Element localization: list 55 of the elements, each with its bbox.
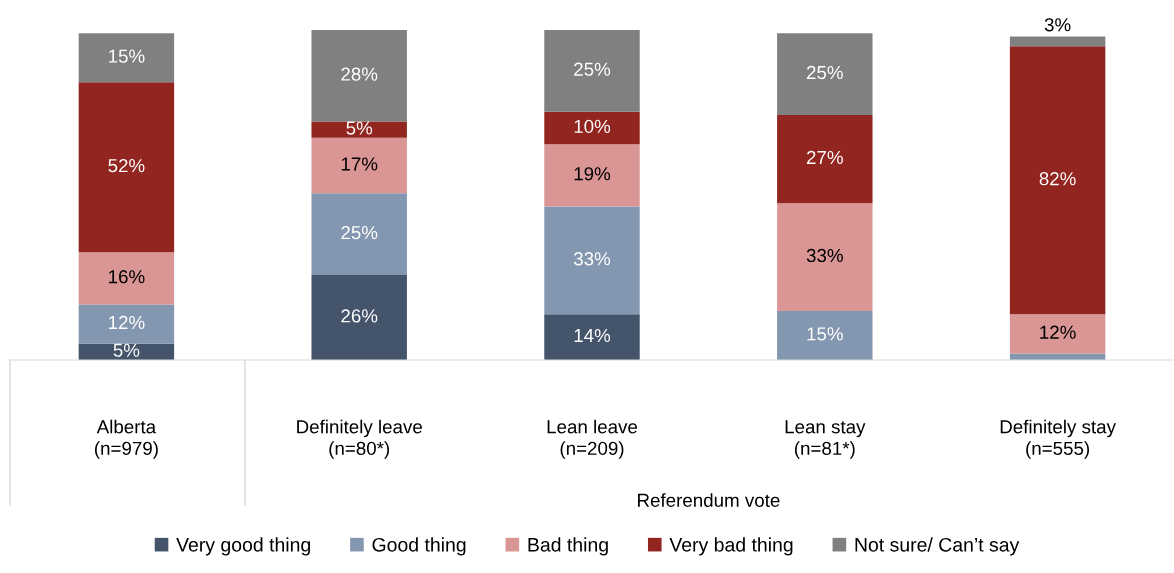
data-label: 12% (109, 315, 145, 330)
data-label: 25% (574, 62, 611, 76)
bar (777, 33, 873, 115)
data-label: 26% (341, 309, 378, 323)
bar (78, 252, 175, 305)
bar (777, 114, 873, 204)
data-label: 28% (341, 67, 378, 81)
legend-label: Good thing (372, 537, 466, 556)
bar (311, 275, 407, 360)
legend-label: Not sure/ Can’t say (855, 537, 1020, 556)
data-label: 5% (113, 343, 140, 357)
data-label: 14% (574, 328, 611, 343)
bar (1009, 36, 1106, 47)
data-label: 25% (806, 65, 843, 80)
legend-label: Very bad thing (669, 537, 793, 556)
bar (544, 111, 640, 145)
bar (544, 314, 640, 360)
x-tick-label: Lean leave (n=209) (547, 419, 638, 459)
bar (777, 310, 873, 360)
bar (78, 33, 175, 83)
data-label: 52% (108, 158, 145, 173)
bar (1009, 46, 1106, 315)
bar (777, 203, 873, 311)
data-label: 12% (1040, 325, 1076, 339)
bar (311, 137, 407, 194)
data-label: 33% (573, 252, 611, 266)
bar (311, 193, 407, 276)
data-label: 19% (574, 167, 611, 181)
bar (311, 30, 407, 122)
data-label: 82% (1039, 172, 1076, 186)
data-label: 15% (109, 49, 145, 63)
x-axis-title: Referendum vote (638, 493, 780, 507)
bar (1009, 314, 1106, 354)
data-label: 33% (806, 248, 843, 263)
data-label: 16% (109, 270, 145, 284)
bar (78, 304, 175, 344)
bar (544, 206, 640, 315)
data-label: 27% (806, 150, 843, 165)
x-tick-label: Lean stay (n=81*) (785, 420, 866, 459)
bar (1009, 353, 1106, 360)
legend-label: Bad thing (528, 537, 608, 556)
x-tick-label: Alberta (n=979) (94, 419, 158, 459)
data-label: 25% (341, 225, 378, 240)
legend-label: Very good thing (176, 537, 310, 556)
x-tick-label: Definitely leave (n=80*) (297, 419, 422, 459)
data-label: 3% (1044, 18, 1071, 32)
data-label: 15% (807, 327, 843, 341)
bar (544, 144, 640, 207)
bar (78, 82, 175, 253)
x-tick-label: Definitely stay (n=555) (1000, 419, 1116, 459)
data-label: 10% (574, 119, 611, 134)
bar (311, 121, 407, 138)
data-label: 17% (341, 157, 378, 171)
data-label: 5% (346, 121, 373, 135)
bar (544, 30, 640, 112)
